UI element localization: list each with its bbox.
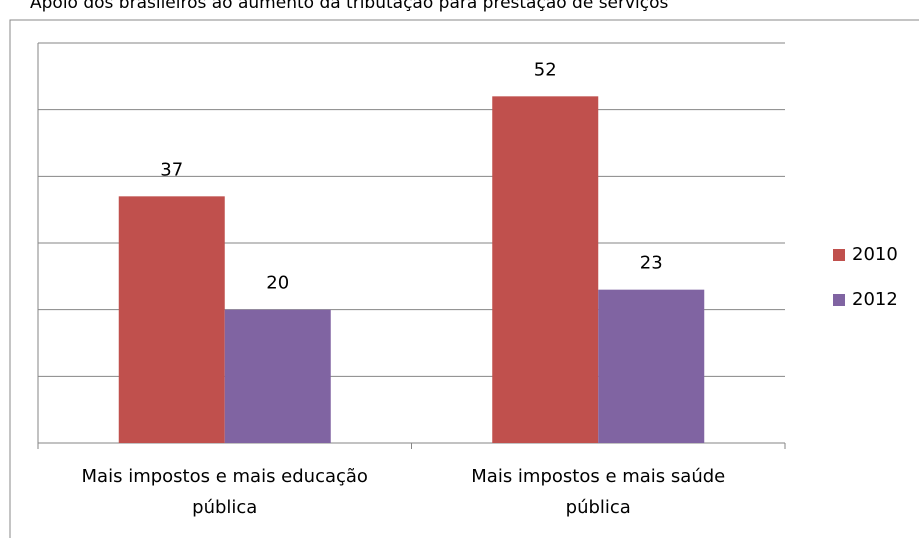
chart-frame: [9, 19, 919, 538]
bar: [118, 196, 225, 443]
x-tick-label: Mais impostos e mais saúde pública: [471, 466, 725, 518]
chart-title: Apoio dos brasileiros ao aumento da trib…: [30, 0, 669, 13]
bar: [224, 309, 331, 443]
data-label: 52: [534, 59, 557, 80]
legend-swatch: [833, 249, 845, 261]
legend-swatch: [833, 294, 845, 306]
legend-label: 2010: [852, 244, 898, 265]
data-label: 20: [266, 273, 289, 294]
x-tick-label: Mais impostos e mais educação pública: [82, 466, 368, 518]
legend-label: 2012: [852, 289, 898, 310]
bar: [492, 96, 599, 443]
data-label: 37: [160, 159, 183, 180]
bar: [598, 289, 705, 443]
data-label: 23: [640, 253, 663, 274]
